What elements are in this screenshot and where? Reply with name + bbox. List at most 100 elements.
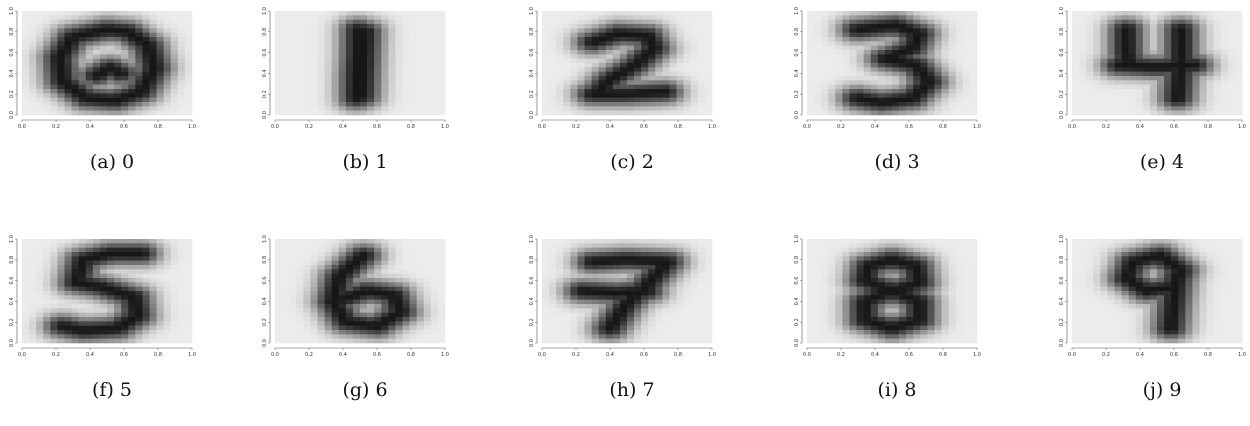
heatmap-cell	[655, 313, 662, 318]
heatmap-cell	[431, 37, 438, 42]
heatmap-cell	[577, 252, 584, 257]
heatmap-cell	[185, 248, 192, 253]
heatmap-cell	[79, 308, 86, 313]
heatmap-cell	[1107, 85, 1114, 90]
heatmap-cell	[381, 248, 388, 253]
heatmap-cell	[864, 256, 871, 261]
heatmap-cell	[956, 28, 963, 33]
heatmap-cell	[1221, 72, 1228, 77]
heatmap-cell	[920, 15, 927, 20]
heatmap-cell	[1100, 50, 1107, 55]
heatmap-cell	[43, 282, 50, 287]
heatmap-cell	[310, 46, 317, 51]
heatmap-cell	[606, 33, 613, 38]
heatmap-cell	[684, 334, 691, 339]
heatmap-cell	[942, 20, 949, 25]
heatmap-cell	[920, 37, 927, 42]
heatmap-cell	[164, 54, 171, 59]
heatmap-cell	[325, 11, 332, 16]
heatmap-cell	[164, 313, 171, 318]
heatmap-cell	[620, 28, 627, 33]
heatmap-cell	[1100, 33, 1107, 38]
heatmap-cell	[1235, 98, 1242, 103]
heatmap-cell	[549, 339, 556, 344]
heatmap-cell	[935, 76, 942, 81]
heatmap-cell	[346, 15, 353, 20]
heatmap-cell	[36, 291, 43, 296]
heatmap-cell	[150, 11, 157, 16]
heatmap-cell	[65, 11, 72, 16]
heatmap-cell	[835, 243, 842, 248]
heatmap-cell	[142, 265, 149, 270]
heatmap-cell	[549, 41, 556, 46]
heatmap-cell	[1143, 20, 1150, 25]
heatmap-cell	[627, 321, 634, 326]
heatmap-cell	[374, 111, 381, 116]
heatmap-cell	[684, 300, 691, 305]
heatmap-cell	[150, 50, 157, 55]
heatmap-cell	[920, 248, 927, 253]
heatmap-cell	[65, 76, 72, 81]
heatmap-cell	[325, 85, 332, 90]
heatmap-cell	[599, 59, 606, 64]
heatmap-cell	[100, 339, 107, 344]
heatmap-cell	[100, 76, 107, 81]
heatmap-cell	[395, 46, 402, 51]
heatmap-cell	[86, 93, 93, 98]
heatmap-cell	[556, 59, 563, 64]
heatmap-cell	[438, 15, 445, 20]
heatmap-cell	[318, 291, 325, 296]
heatmap-cell	[403, 106, 410, 111]
heatmap-cell	[885, 50, 892, 55]
heatmap-cell	[424, 24, 431, 29]
heatmap-cell	[360, 243, 367, 248]
heatmap-cell	[878, 63, 885, 68]
heatmap-cell	[577, 317, 584, 322]
heatmap-cell	[438, 334, 445, 339]
heatmap-cell	[121, 33, 128, 38]
heatmap-cell	[325, 287, 332, 292]
heatmap-cell	[698, 248, 705, 253]
heatmap-cell	[395, 308, 402, 313]
heatmap-cell	[592, 37, 599, 42]
heatmap-cell	[50, 300, 57, 305]
x-tick-label: 0.4	[1136, 124, 1144, 130]
heatmap-cell	[1079, 63, 1086, 68]
heatmap-cell	[549, 106, 556, 111]
x-tick-label: 1.0	[708, 352, 716, 358]
heatmap-cell	[864, 67, 871, 72]
heatmap-cell	[927, 41, 934, 46]
heatmap-cell	[282, 54, 289, 59]
heatmap-cell	[684, 269, 691, 274]
heatmap-cell	[670, 239, 677, 244]
heatmap-cell	[1157, 37, 1164, 42]
heatmap-cell	[885, 248, 892, 253]
heatmap-cell	[627, 278, 634, 283]
heatmap-cell	[282, 59, 289, 64]
heatmap-cell	[835, 252, 842, 257]
heatmap-cell	[899, 243, 906, 248]
heatmap-cell	[72, 37, 79, 42]
heatmap-cell	[424, 11, 431, 16]
heatmap-cell	[807, 89, 814, 94]
heatmap-cell	[29, 54, 36, 59]
heatmap-cell	[1150, 20, 1157, 25]
heatmap-cell	[438, 291, 445, 296]
heatmap-cell	[1129, 50, 1136, 55]
heatmap-cell	[1171, 59, 1178, 64]
heatmap-cell	[388, 11, 395, 16]
heatmap-cell	[57, 278, 64, 283]
heatmap-cell	[1221, 50, 1228, 55]
heatmap-cell	[100, 80, 107, 85]
heatmap-cell	[282, 33, 289, 38]
heatmap-cell	[835, 54, 842, 59]
heatmap-cell	[289, 76, 296, 81]
heatmap-cell	[438, 93, 445, 98]
heatmap-cell	[43, 300, 50, 305]
heatmap-cell	[1136, 67, 1143, 72]
heatmap-cell	[549, 89, 556, 94]
heatmap-cell	[942, 11, 949, 16]
heatmap-cell	[93, 85, 100, 90]
heatmap-cell	[395, 339, 402, 344]
heatmap-cell	[627, 59, 634, 64]
